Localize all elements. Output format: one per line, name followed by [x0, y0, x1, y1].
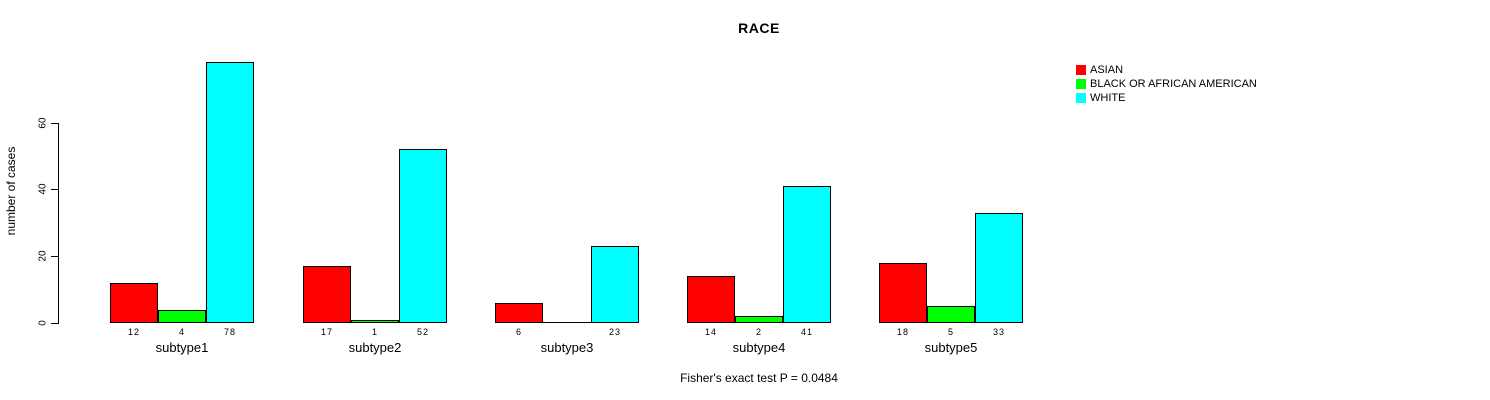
bar-subtype1-white	[206, 62, 254, 323]
y-tick-mark	[51, 189, 58, 191]
bar-value-label: 6	[515, 327, 522, 337]
bar-value-label: 5	[947, 327, 954, 337]
legend: ASIAN BLACK OR AFRICAN AMERICAN WHITE	[1076, 63, 1257, 105]
legend-swatch	[1076, 93, 1086, 103]
bar-subtype4-black-or-african-american	[735, 316, 783, 323]
bar-subtype1-asian	[110, 283, 158, 323]
bar-subtype4-asian	[687, 276, 735, 323]
legend-item: WHITE	[1076, 91, 1257, 105]
category-label: subtype2	[348, 340, 402, 355]
footer-note: Fisher's exact test P = 0.0484	[680, 371, 838, 385]
y-axis-label: number of cases	[4, 146, 18, 236]
bar-subtype3-black-or-african-american	[543, 322, 591, 323]
bar-value-label: 1	[371, 327, 378, 337]
bar-subtype4-white	[783, 186, 831, 323]
legend-item: ASIAN	[1076, 63, 1257, 77]
bar-subtype1-black-or-african-american	[158, 310, 206, 323]
bar-subtype5-black-or-african-american	[927, 306, 975, 323]
y-tick-label: 40	[37, 183, 49, 195]
bar-subtype3-asian	[495, 303, 543, 323]
y-tick-mark	[51, 323, 58, 324]
bar-subtype5-asian	[879, 263, 927, 323]
bar-value-label: 12	[127, 327, 140, 337]
bar-value-label: 14	[704, 327, 717, 337]
y-tick-label: 60	[37, 117, 49, 129]
bar-value-label: 41	[800, 327, 813, 337]
bar-value-label: 52	[416, 327, 429, 337]
category-label: subtype1	[155, 340, 209, 355]
bar-subtype2-asian	[303, 266, 351, 323]
bar-value-label: 33	[992, 327, 1005, 337]
y-tick-mark	[51, 122, 58, 124]
y-tick-label: 20	[37, 250, 49, 262]
legend-item: BLACK OR AFRICAN AMERICAN	[1076, 77, 1257, 91]
category-label: subtype3	[540, 340, 594, 355]
category-label: subtype5	[924, 340, 978, 355]
y-axis-line	[58, 122, 59, 324]
bar-subtype5-white	[975, 213, 1023, 323]
legend-swatch	[1076, 65, 1086, 75]
bar-subtype2-white	[399, 149, 447, 323]
bar-value-label: 2	[755, 327, 762, 337]
bar-value-label: 4	[178, 327, 185, 337]
bar-value-label: 78	[223, 327, 236, 337]
bar-subtype2-black-or-african-american	[351, 320, 399, 323]
legend-label: WHITE	[1090, 92, 1126, 104]
bar-subtype3-white	[591, 246, 639, 323]
y-tick-mark	[51, 256, 58, 258]
category-label: subtype4	[732, 340, 786, 355]
legend-label: BLACK OR AFRICAN AMERICAN	[1090, 78, 1257, 90]
bar-value-label: 18	[896, 327, 909, 337]
legend-swatch	[1076, 79, 1086, 89]
y-tick-label: 0	[37, 320, 49, 326]
legend-label: ASIAN	[1090, 64, 1124, 76]
bar-value-label: 23	[608, 327, 621, 337]
chart-title: RACE	[738, 20, 780, 36]
bar-value-label: 17	[320, 327, 333, 337]
